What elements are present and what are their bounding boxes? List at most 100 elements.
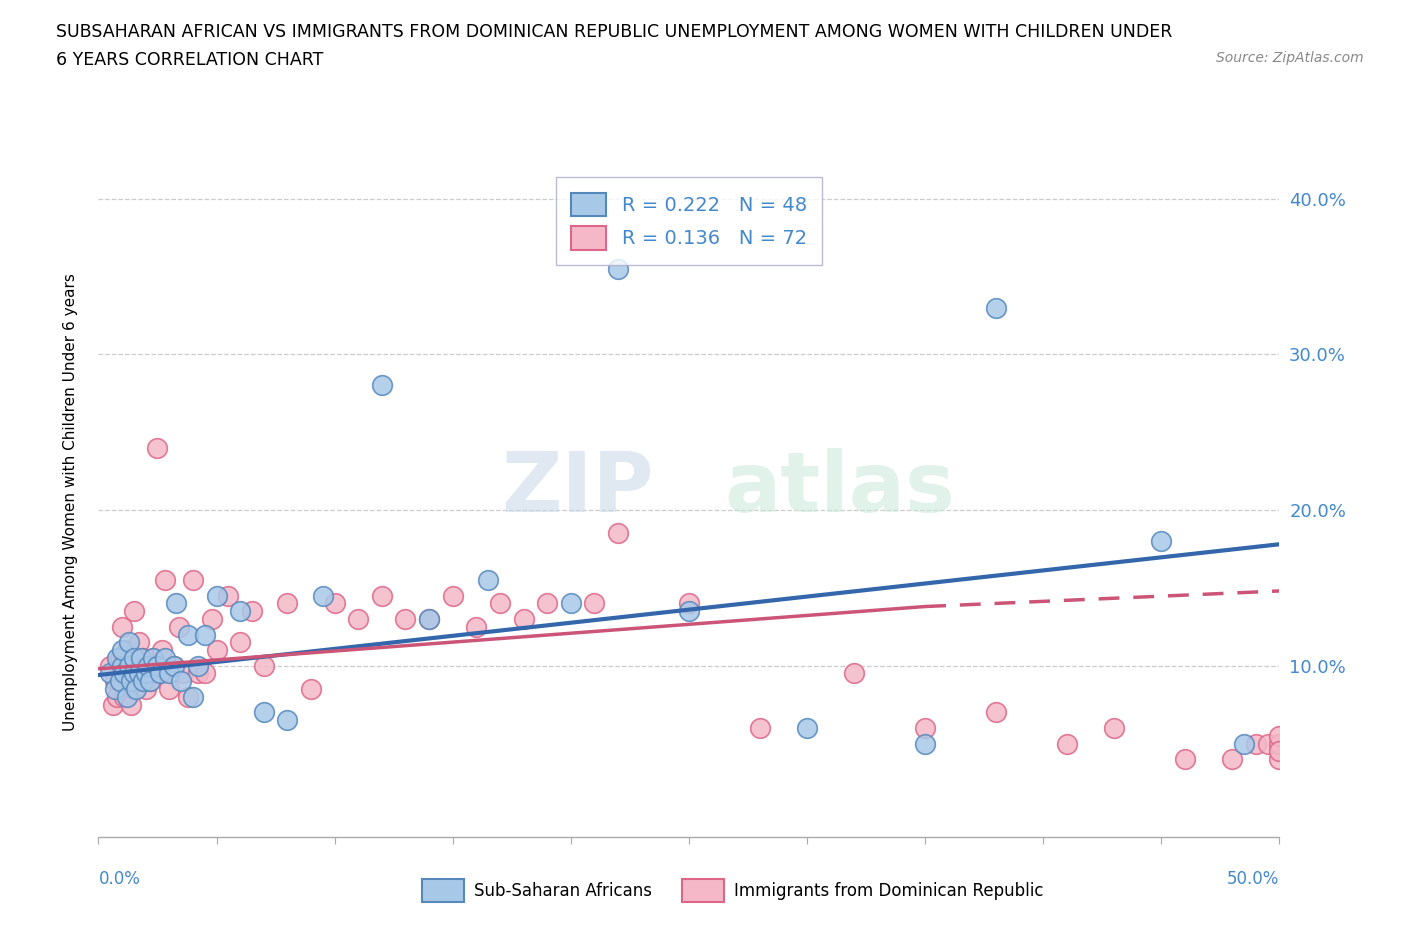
Point: [253, 705, 276, 720]
Point: [111, 619, 134, 634]
Point: [441, 588, 464, 603]
Point: [118, 635, 141, 650]
Point: [98, 658, 121, 673]
Point: [253, 658, 276, 673]
Point: [115, 643, 138, 658]
Point: [112, 666, 135, 681]
Point: [170, 674, 193, 689]
Point: [122, 666, 145, 681]
Point: [299, 682, 322, 697]
Point: [111, 658, 134, 673]
Text: SUBSAHARAN AFRICAN VS IMMIGRANTS FROM DOMINICAN REPUBLIC UNEMPLOYMENT AMONG WOME: SUBSAHARAN AFRICAN VS IMMIGRANTS FROM DO…: [56, 23, 1173, 41]
Point: [125, 666, 148, 681]
Point: [121, 650, 143, 665]
Point: [607, 261, 630, 276]
Point: [1244, 737, 1267, 751]
Point: [187, 666, 209, 681]
Point: [371, 588, 394, 603]
Point: [163, 658, 186, 673]
Point: [1233, 737, 1256, 751]
Point: [136, 658, 159, 673]
Point: [153, 573, 176, 588]
Point: [1268, 751, 1291, 766]
Point: [111, 643, 134, 658]
Point: [128, 666, 150, 681]
Point: [146, 440, 169, 455]
Point: [914, 737, 936, 751]
Point: [536, 596, 558, 611]
Point: [146, 658, 169, 673]
Point: [194, 627, 217, 642]
Point: [139, 674, 162, 689]
Point: [139, 674, 162, 689]
Point: [371, 378, 394, 392]
Point: [104, 674, 127, 689]
Point: [1268, 728, 1291, 743]
Text: Source: ZipAtlas.com: Source: ZipAtlas.com: [1216, 51, 1364, 65]
Point: [477, 573, 499, 588]
Point: [121, 674, 143, 689]
Point: [98, 666, 121, 681]
Point: [607, 525, 630, 540]
Point: [1257, 737, 1279, 751]
Point: [748, 721, 770, 736]
Point: [135, 666, 157, 681]
Point: [136, 658, 159, 673]
Point: [489, 596, 512, 611]
Point: [157, 666, 180, 681]
Point: [108, 674, 131, 689]
Point: [115, 674, 138, 689]
Point: [1268, 737, 1291, 751]
Text: ZIP: ZIP: [501, 448, 654, 529]
Point: [205, 643, 228, 658]
Point: [1056, 737, 1078, 751]
Point: [984, 705, 1007, 720]
Point: [122, 604, 145, 618]
Point: [167, 619, 190, 634]
Point: [135, 666, 157, 681]
Point: [240, 604, 263, 618]
Point: [229, 604, 252, 618]
Y-axis label: Unemployment Among Women with Children Under 6 years: Unemployment Among Women with Children U…: [63, 273, 77, 731]
Point: [465, 619, 488, 634]
Point: [678, 596, 700, 611]
Point: [112, 689, 135, 704]
Point: [181, 573, 204, 588]
Point: [394, 612, 416, 627]
Text: 0.0%: 0.0%: [98, 870, 141, 887]
Point: [1150, 534, 1173, 549]
Point: [142, 650, 165, 665]
Point: [149, 666, 172, 681]
Point: [276, 712, 298, 727]
Point: [796, 721, 818, 736]
Point: [121, 698, 143, 712]
Point: [115, 689, 138, 704]
Text: 50.0%: 50.0%: [1227, 870, 1279, 887]
Point: [1174, 751, 1197, 766]
Point: [418, 612, 440, 627]
Point: [125, 682, 148, 697]
Point: [163, 658, 186, 673]
Point: [105, 689, 128, 704]
Point: [1220, 751, 1243, 766]
Point: [181, 689, 204, 704]
Point: [984, 300, 1007, 315]
Point: [205, 588, 228, 603]
Point: [132, 650, 155, 665]
Point: [142, 650, 165, 665]
Point: [217, 588, 239, 603]
Point: [122, 650, 145, 665]
Point: [135, 682, 157, 697]
Point: [143, 666, 166, 681]
Point: [157, 682, 180, 697]
Point: [128, 635, 150, 650]
Point: [1268, 744, 1291, 759]
Point: [194, 666, 217, 681]
Point: [132, 674, 155, 689]
Point: [153, 650, 176, 665]
Point: [201, 612, 224, 627]
Point: [512, 612, 534, 627]
Text: atlas: atlas: [724, 448, 955, 529]
Point: [418, 612, 440, 627]
Point: [276, 596, 298, 611]
